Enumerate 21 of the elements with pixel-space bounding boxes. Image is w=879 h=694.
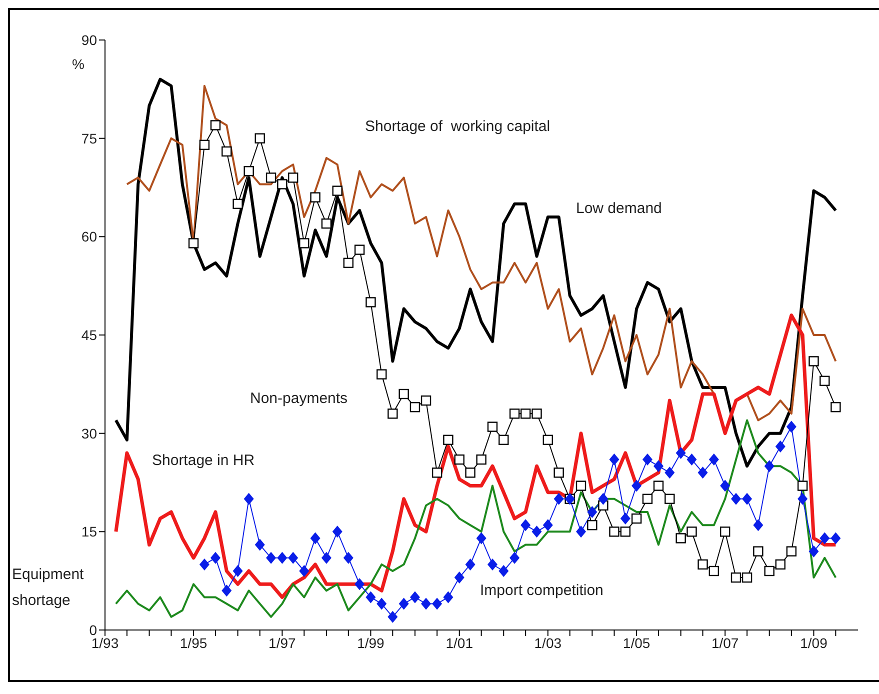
x-tick-label: 1/05	[622, 634, 650, 651]
x-tick-label: 1/99	[357, 634, 385, 651]
y-tick-label: 15	[81, 524, 98, 540]
y-tick-label: 30	[81, 425, 98, 442]
y-tick-label: 45	[81, 326, 98, 343]
x-tick-label: 1/09	[800, 634, 828, 651]
x-tick-label: 1/01	[446, 634, 474, 651]
text: Non-payments	[250, 389, 348, 409]
text: Shortage of working capital	[365, 117, 550, 137]
x-tick-label: 1/95	[180, 634, 208, 651]
y-tick-label: 90	[81, 32, 98, 48]
y-tick-label: 75	[81, 130, 98, 146]
series-label: Low demand	[576, 199, 662, 219]
series-label: Shortage in HR	[152, 451, 255, 471]
x-tick-label: 1/07	[711, 634, 739, 651]
y-axis-title: %	[72, 56, 84, 72]
x-tick-label: 1/03	[534, 634, 562, 651]
series-label: Import competition	[480, 581, 604, 601]
y-tick-label: 60	[81, 228, 98, 245]
text: Equipment shortage	[12, 565, 85, 611]
x-tick-label: 1/97	[268, 634, 296, 651]
